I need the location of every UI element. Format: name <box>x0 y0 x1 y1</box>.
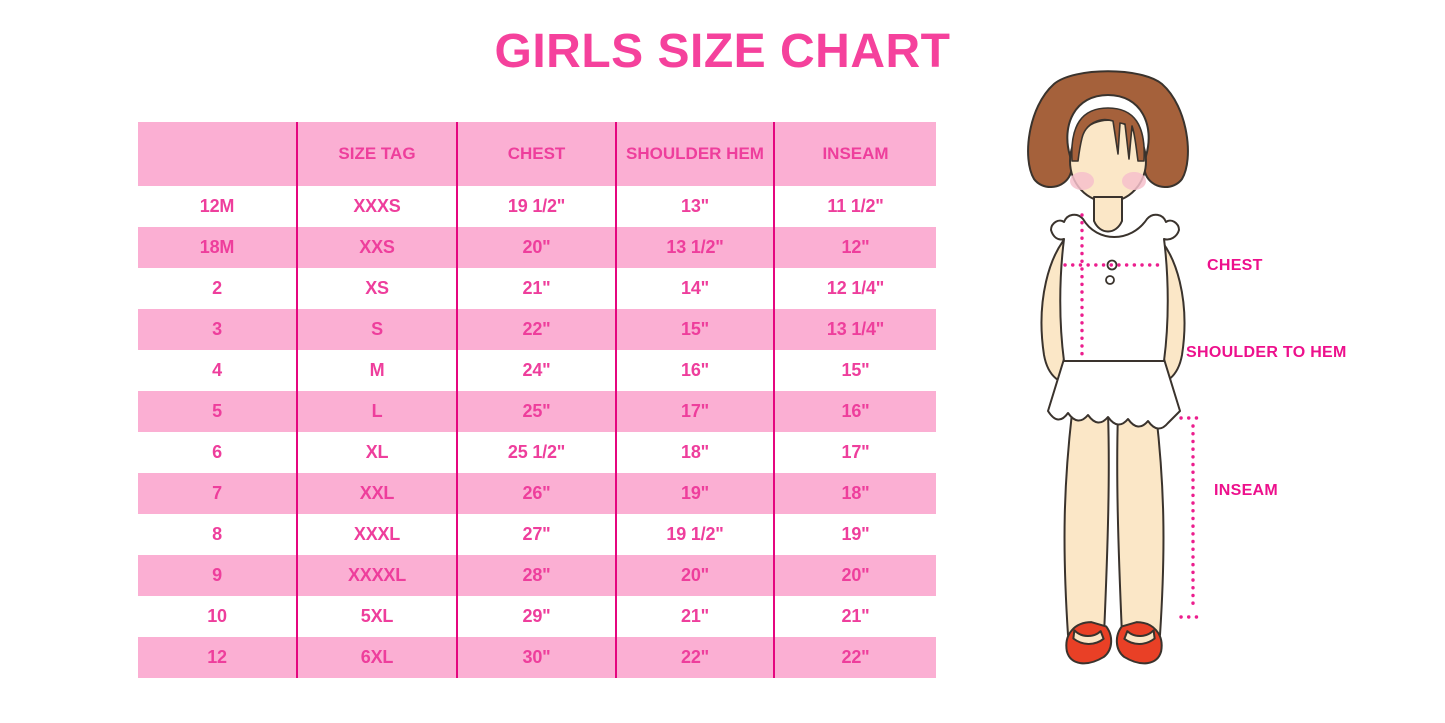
table-cell: 18" <box>615 432 773 473</box>
table-cell: 17" <box>615 391 773 432</box>
table-cell: 3 <box>212 319 222 339</box>
table-row: 2 XS 21" 14" 12 1/4" <box>138 268 936 309</box>
table-row: 6 XL 25 1/2" 18" 17" <box>138 432 936 473</box>
table-cell: 21" <box>456 268 615 309</box>
table-cell: 16" <box>773 391 936 432</box>
table-cell: XXL <box>296 473 456 514</box>
table-cell: 22" <box>773 637 936 678</box>
table-cell: 27" <box>456 514 615 555</box>
table-cell: 22" <box>615 637 773 678</box>
top-bodice <box>1050 213 1180 362</box>
table-cell: 22" <box>456 309 615 350</box>
size-chart-table: SIZE TAG CHEST SHOULDER HEM INSEAM 12M XXXS 1… <box>138 122 936 678</box>
skirt <box>1047 358 1181 430</box>
blush-left <box>1070 172 1094 190</box>
column-header: SIZE TAG <box>296 122 456 186</box>
table-row: 10 5XL 29" 21" 21" <box>138 596 936 637</box>
table-cell: 18" <box>773 473 936 514</box>
table-cell: 16" <box>615 350 773 391</box>
table-cell: XXXL <box>296 514 456 555</box>
table-cell: XXXXL <box>296 555 456 596</box>
button-bottom <box>1105 275 1115 285</box>
table-cell: 25" <box>456 391 615 432</box>
right-shoe <box>1115 621 1163 665</box>
table-row: 9 XXXXL 28" 20" 20" <box>138 555 936 596</box>
table-cell: 12 <box>207 647 227 667</box>
table-cell: L <box>296 391 456 432</box>
table-cell: 29" <box>456 596 615 637</box>
table-row: 18M XXS 20" 13 1/2" 12" <box>138 227 936 268</box>
table-cell: 26" <box>456 473 615 514</box>
table-cell: 28" <box>456 555 615 596</box>
table-row: 12 6XL 30" 22" 22" <box>138 637 936 678</box>
table-cell: 5 <box>212 401 222 421</box>
table-cell: 15" <box>615 309 773 350</box>
table-cell: 4 <box>212 360 222 380</box>
column-header: INSEAM <box>773 122 936 186</box>
table-cell: 11 1/2" <box>773 186 936 227</box>
table-cell: 21" <box>773 596 936 637</box>
table-cell: 6 <box>212 442 222 462</box>
table-cell: 20" <box>773 555 936 596</box>
table-cell: 2 <box>212 278 222 298</box>
table-cell: 13" <box>615 186 773 227</box>
table-cell: 13 1/2" <box>615 227 773 268</box>
table-cell: 30" <box>456 637 615 678</box>
table-cell: 24" <box>456 350 615 391</box>
table-cell: 14" <box>615 268 773 309</box>
table-cell: 15" <box>773 350 936 391</box>
table-cell: 5XL <box>296 596 456 637</box>
page-title: GIRLS SIZE CHART <box>494 25 951 78</box>
table-cell: S <box>296 309 456 350</box>
left-shoe <box>1065 621 1113 665</box>
table-cell: XS <box>296 268 456 309</box>
chest-label: CHEST <box>1207 257 1263 274</box>
table-cell: 8 <box>212 524 222 544</box>
table-cell: 12" <box>773 227 936 268</box>
table-cell: 19" <box>615 473 773 514</box>
table-body: 12M XXXS 19 1/2" 13" 11 1/2" 18M XXS 20" 13 1/2"… <box>138 186 936 678</box>
inseam-label: INSEAM <box>1214 482 1279 499</box>
shoulder-to-hem-label: SHOULDER TO HEM <box>1186 344 1347 361</box>
table-cell: 17" <box>773 432 936 473</box>
table-cell: M <box>296 350 456 391</box>
table-cell: 20" <box>456 227 615 268</box>
column-header: SHOULDER HEM <box>615 122 773 186</box>
blush-right <box>1122 172 1146 190</box>
table-cell: 12 1/4" <box>773 268 936 309</box>
table-row: 4 M 24" 16" 15" <box>138 350 936 391</box>
table-cell: 18M <box>199 237 235 257</box>
girl-illustration <box>1027 70 1204 665</box>
table-cell: 6XL <box>296 637 456 678</box>
table-cell: 20" <box>615 555 773 596</box>
table-cell: XL <box>296 432 456 473</box>
table-cell: 25 1/2" <box>456 432 615 473</box>
table-cell: XXXS <box>296 186 456 227</box>
table-cell: 7 <box>212 483 222 503</box>
table-cell: 21" <box>615 596 773 637</box>
table-row: 12M XXXS 19 1/2" 13" 11 1/2" <box>138 186 936 227</box>
table-cell: 9 <box>212 565 222 585</box>
table-cell: 19 1/2" <box>615 514 773 555</box>
table-cell: 19" <box>773 514 936 555</box>
table-header-row: SIZE TAG CHEST SHOULDER HEM INSEAM <box>138 122 936 186</box>
left-leg <box>1063 412 1110 636</box>
table-row: 8 XXXL 27" 19 1/2" 19" <box>138 514 936 555</box>
table-cell: 12M <box>199 196 235 216</box>
girl-measurement-figure: CHEST SHOULDER TO HEM INSEAM <box>1020 63 1445 723</box>
table-row: 5 L 25" 17" 16" <box>138 391 936 432</box>
table-cell: 10 <box>207 606 227 626</box>
column-header: CHEST <box>456 122 615 186</box>
table-cell: 13 1/4" <box>773 309 936 350</box>
neck <box>1093 196 1123 233</box>
column-header <box>138 122 296 186</box>
table-row: 7 XXL 26" 19" 18" <box>138 473 936 514</box>
bangs <box>1071 107 1145 162</box>
table-cell: 19 1/2" <box>456 186 615 227</box>
table-cell: XXS <box>296 227 456 268</box>
table-row: 3 S 22" 15" 13 1/4" <box>138 309 936 350</box>
right-leg <box>1116 412 1165 636</box>
